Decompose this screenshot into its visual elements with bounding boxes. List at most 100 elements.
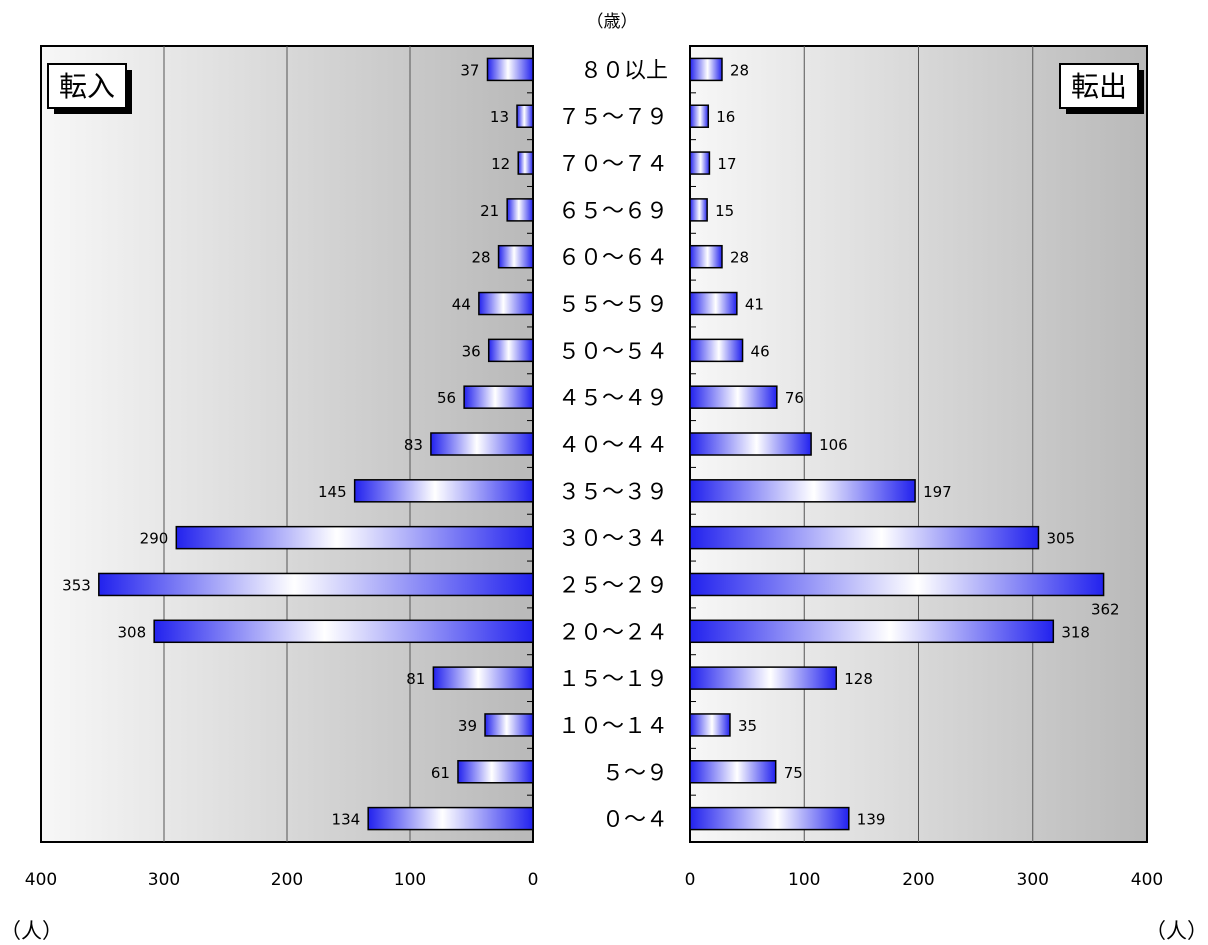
outflow-title-box	[1059, 63, 1139, 109]
inflow-value-label: 83	[404, 436, 423, 454]
age-group-label: ６０～６４	[558, 246, 668, 271]
inflow-bar	[487, 338, 534, 363]
inflow-value-label: 81	[406, 670, 425, 688]
right-x-tick-label: 0	[685, 870, 696, 890]
outflow-bar	[689, 713, 731, 737]
right-x-tick-label: 200	[902, 870, 934, 890]
outflow-value-label: 362	[1091, 600, 1120, 618]
left-x-tick-label: 100	[394, 870, 426, 890]
inflow-value-label: 61	[431, 764, 450, 782]
outflow-value-label: 16	[716, 108, 735, 126]
inflow-bar	[98, 572, 534, 597]
inflow-value-label: 134	[332, 811, 361, 829]
left-x-tick-label: 300	[148, 870, 180, 890]
outflow-value-label: 76	[785, 389, 804, 407]
outflow-value-label: 28	[730, 249, 749, 267]
right-x-tick-label: 300	[1017, 870, 1049, 890]
age-group-label: ０～４	[602, 808, 668, 833]
inflow-value-label: 36	[462, 342, 481, 360]
inflow-bar	[463, 385, 534, 409]
outflow-value-label: 28	[730, 61, 749, 79]
left-unit-label: （人）	[0, 919, 63, 943]
outflow-bar	[689, 385, 778, 409]
inflow-value-label: 145	[318, 483, 347, 501]
outflow-bar	[689, 291, 738, 316]
age-group-label: ２５～２９	[558, 573, 668, 598]
right-x-tick-label: 100	[788, 870, 820, 890]
inflow-value-label: 28	[471, 249, 490, 267]
outflow-bar	[689, 572, 1105, 597]
age-group-label: ８０以上	[580, 58, 668, 83]
age-unit-label: （歳）	[587, 12, 638, 32]
inflow-bar	[432, 666, 534, 690]
outflow-value-label: 35	[738, 717, 757, 735]
inflow-bar	[516, 104, 534, 128]
age-group-label: ４５～４９	[558, 386, 668, 411]
inflow-bar	[517, 151, 534, 175]
left-x-tick-label: 400	[25, 870, 57, 890]
outflow-value-label: 75	[784, 764, 803, 782]
inflow-bar	[478, 291, 534, 316]
age-group-label: ５０～５４	[558, 339, 668, 364]
inflow-bar	[153, 619, 534, 644]
age-group-label: ３５～３９	[558, 480, 668, 505]
outflow-bar	[689, 760, 777, 784]
age-group-label: ３０～３４	[558, 527, 668, 552]
outflow-value-label: 197	[923, 483, 952, 501]
age-group-label: ４０～４４	[558, 433, 668, 458]
outflow-bar	[689, 151, 711, 175]
left-x-tick-label: 200	[271, 870, 303, 890]
outflow-bar	[689, 479, 916, 503]
outflow-bar	[689, 666, 837, 690]
outflow-bar	[689, 432, 812, 456]
age-group-label: １５～１９	[558, 667, 668, 692]
inflow-bar	[175, 525, 534, 550]
inflow-value-label: 290	[140, 530, 169, 548]
outflow-bar	[689, 619, 1055, 644]
age-group-label: ７５～７９	[558, 105, 668, 130]
right-unit-label: （人）	[1145, 919, 1208, 943]
left-x-tick-label: 0	[528, 870, 539, 890]
age-group-label: ５５～５９	[558, 293, 668, 318]
outflow-value-label: 15	[715, 202, 734, 220]
inflow-bar	[367, 806, 534, 831]
outflow-value-label: 17	[717, 155, 736, 173]
outflow-value-label: 305	[1046, 530, 1075, 548]
outflow-bar	[689, 104, 710, 128]
inflow-value-label: 13	[490, 108, 509, 126]
inflow-bar	[484, 713, 534, 737]
right-x-tick-label: 400	[1131, 870, 1163, 890]
inflow-value-label: 39	[458, 717, 477, 735]
inflow-bar	[353, 479, 534, 503]
outflow-value-label: 128	[844, 670, 873, 688]
outflow-bar	[689, 198, 708, 222]
outflow-value-label: 106	[819, 436, 848, 454]
age-group-label: ２０～２４	[558, 620, 668, 645]
outflow-bar	[689, 57, 723, 82]
inflow-value-label: 56	[437, 389, 456, 407]
inflow-title: 転入	[59, 70, 115, 103]
age-group-label: ５～９	[602, 761, 668, 786]
inflow-title-box	[47, 63, 127, 109]
outflow-bar	[689, 806, 850, 831]
inflow-value-label: 308	[118, 623, 147, 641]
outflow-value-label: 41	[745, 296, 764, 314]
inflow-value-label: 353	[62, 576, 91, 594]
outflow-value-label: 46	[751, 342, 770, 360]
outflow-bar	[689, 244, 723, 269]
outflow-bar	[689, 525, 1040, 550]
inflow-bar	[506, 198, 534, 222]
outflow-value-label: 318	[1061, 623, 1090, 641]
outflow-title: 転出	[1071, 70, 1127, 103]
outflow-bar	[689, 338, 744, 363]
inflow-value-label: 44	[452, 296, 471, 314]
age-group-label: ７０～７４	[558, 152, 668, 177]
age-group-label: ６５～６９	[558, 199, 668, 224]
inflow-value-label: 21	[480, 202, 499, 220]
inflow-bar	[430, 432, 534, 456]
outflow-value-label: 139	[857, 811, 886, 829]
inflow-bar	[486, 57, 534, 82]
inflow-bar	[457, 760, 534, 784]
inflow-value-label: 37	[460, 61, 479, 79]
